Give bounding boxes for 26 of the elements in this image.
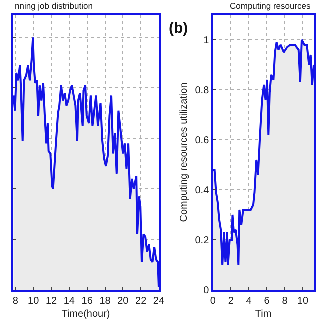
x-tick-label: 4: [246, 296, 252, 307]
x-axis-title: Time(hour): [62, 309, 110, 320]
x-tick-label: 16: [82, 296, 94, 307]
x-tick-label: 12: [46, 296, 58, 307]
x-tick-label: 2: [228, 296, 234, 307]
x-axis-title: Tim: [255, 309, 272, 320]
x-tick-label: 22: [136, 296, 148, 307]
x-tick-label: 24: [153, 296, 165, 307]
x-tick-label: 18: [100, 296, 112, 307]
x-tick-label: 6: [264, 296, 270, 307]
x-tick-label: 14: [64, 296, 76, 307]
y-tick-label: 0.2: [195, 236, 210, 246]
y-tick-label: 1: [204, 36, 210, 46]
x-tick-label: 20: [118, 296, 130, 307]
y-tick-label: 0.6: [195, 136, 210, 146]
y-tick-label: 0.8: [195, 86, 210, 96]
y-tick-label: 0.4: [195, 186, 210, 196]
x-tick-label: 10: [28, 296, 40, 307]
y-axis-title: Computing resources utilization: [178, 82, 190, 222]
chart-title: nning job distribution: [15, 1, 94, 11]
text: (b): [169, 20, 188, 37]
x-tick-label: 10: [297, 296, 309, 307]
x-tick-label: 8: [12, 296, 19, 307]
y-tick-label: 0: [204, 286, 210, 296]
chart-title: Computing resources: [230, 1, 311, 11]
x-tick-label: 8: [282, 296, 288, 307]
